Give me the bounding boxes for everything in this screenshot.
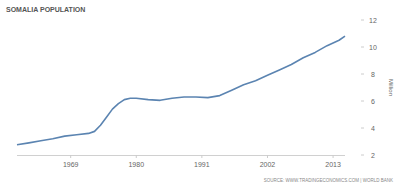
x-tick-label: 2013 xyxy=(325,161,341,168)
x-axis-line xyxy=(17,155,345,156)
source: SOURCE: WWW.TRADINGECONOMICS.COM | WORLD… xyxy=(264,178,393,183)
x-tick xyxy=(333,155,334,158)
x-tick xyxy=(70,155,71,158)
y-tick-label: 10 xyxy=(369,44,377,51)
x-tick-label: 1991 xyxy=(194,161,210,168)
title: SOMALIA POPULATION xyxy=(6,6,85,13)
y-tick-label: 6 xyxy=(371,98,375,105)
y-tick xyxy=(361,47,364,48)
y-tick xyxy=(361,155,364,156)
y-tick xyxy=(361,20,364,21)
chart: SOMALIA POPULATION 2 4 6 8 10 12 Million 1969 198… xyxy=(0,0,400,186)
x-tick-label: 1969 xyxy=(63,161,79,168)
x-tick xyxy=(267,155,268,158)
x-tick xyxy=(136,155,137,158)
y-tick-label: 12 xyxy=(369,17,377,24)
y-axis-label: Million xyxy=(388,79,394,96)
x-tick-label: 1980 xyxy=(128,161,144,168)
x-tick xyxy=(201,155,202,158)
y-tick-label: 4 xyxy=(371,125,375,132)
y-tick xyxy=(361,74,364,75)
series-line xyxy=(17,36,345,145)
y-tick xyxy=(361,101,364,102)
x-tick-label: 2002 xyxy=(260,161,276,168)
y-tick xyxy=(361,128,364,129)
y-tick-label: 8 xyxy=(371,71,375,78)
y-tick-label: 2 xyxy=(371,152,375,159)
